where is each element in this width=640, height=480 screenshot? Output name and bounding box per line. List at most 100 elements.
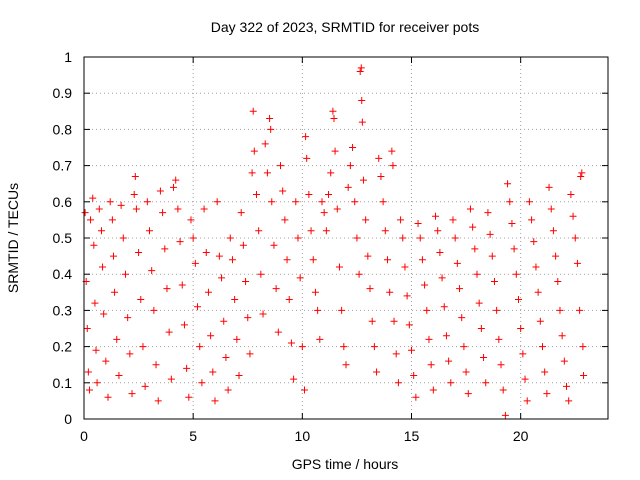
data-point (248, 169, 256, 177)
data-point (100, 310, 108, 318)
data-point (267, 125, 275, 133)
data-point (364, 252, 372, 260)
data-point (493, 306, 501, 314)
data-point (124, 314, 132, 322)
data-point (392, 350, 400, 358)
data-point (92, 346, 100, 354)
data-point (497, 361, 505, 369)
data-point (541, 368, 549, 376)
data-point (560, 357, 568, 365)
data-point (490, 277, 498, 285)
data-point (545, 183, 553, 191)
data-point (344, 183, 352, 191)
x-axis-label: GPS time / hours (292, 456, 399, 472)
data-point (187, 216, 195, 224)
data-point (355, 270, 363, 278)
data-point (263, 169, 271, 177)
grid-lines (84, 57, 608, 419)
data-point (325, 191, 333, 199)
data-point (401, 263, 409, 271)
data-point (274, 328, 282, 336)
data-point (466, 205, 474, 213)
data-point (438, 274, 446, 282)
data-point (84, 368, 92, 376)
data-point (270, 241, 278, 249)
data-point (224, 386, 232, 394)
data-point (106, 198, 114, 206)
data-point (579, 343, 587, 351)
data-point (366, 285, 374, 293)
data-point (554, 277, 562, 285)
data-point (499, 386, 507, 394)
data-point (432, 212, 440, 220)
data-point (131, 172, 139, 180)
data-point (176, 238, 184, 246)
data-point (359, 176, 367, 184)
data-point (239, 241, 247, 249)
data-point (429, 386, 437, 394)
data-point (370, 343, 378, 351)
data-point (218, 274, 226, 282)
data-point (272, 285, 280, 293)
data-point (525, 198, 533, 206)
data-point (405, 321, 413, 329)
data-point (285, 296, 293, 304)
data-point (81, 209, 89, 217)
data-point (318, 198, 326, 206)
data-point (322, 227, 330, 235)
data-point (410, 372, 418, 380)
data-point (121, 270, 129, 278)
y-axis-label: SRMTID / TECUs (5, 183, 21, 293)
data-point (242, 277, 250, 285)
data-point (488, 252, 496, 260)
data-point (464, 390, 472, 398)
chart-title: Day 322 of 2023, SRMTID for receiver pot… (211, 19, 479, 35)
data-point (309, 256, 317, 264)
data-point (152, 361, 160, 369)
data-point (154, 397, 162, 405)
data-point (287, 339, 295, 347)
data-point (87, 216, 95, 224)
data-point (532, 263, 540, 271)
data-point (569, 212, 577, 220)
data-point (200, 205, 208, 213)
data-point (383, 256, 391, 264)
data-point (209, 368, 217, 376)
data-point (233, 335, 241, 343)
axis-ticks: 00.10.20.30.40.50.60.70.80.910 5 10 15 20 (53, 49, 608, 444)
data-point (294, 234, 302, 242)
data-point (244, 314, 252, 322)
data-point (327, 169, 335, 177)
data-point (202, 248, 210, 256)
data-point (442, 332, 450, 340)
data-point (196, 343, 204, 351)
data-point (268, 198, 276, 206)
data-point (578, 169, 586, 177)
data-point (375, 154, 383, 162)
data-point (246, 350, 254, 358)
data-point (447, 379, 455, 387)
data-point (99, 263, 107, 271)
data-point (250, 147, 258, 155)
data-point (132, 205, 140, 213)
data-point (475, 299, 483, 307)
data-point (436, 248, 444, 256)
data-point (191, 259, 199, 267)
data-point (174, 205, 182, 213)
data-point (416, 234, 424, 242)
data-point (213, 198, 221, 206)
data-point (501, 411, 509, 419)
data-point (397, 216, 405, 224)
data-point (301, 386, 309, 394)
data-point (504, 180, 512, 188)
data-point (180, 321, 188, 329)
data-point (576, 306, 584, 314)
data-point (477, 325, 485, 332)
data-point (279, 187, 287, 195)
data-point (519, 350, 527, 358)
data-point (159, 209, 167, 217)
data-point (331, 147, 339, 155)
data-point (423, 306, 431, 314)
data-point (368, 317, 376, 325)
